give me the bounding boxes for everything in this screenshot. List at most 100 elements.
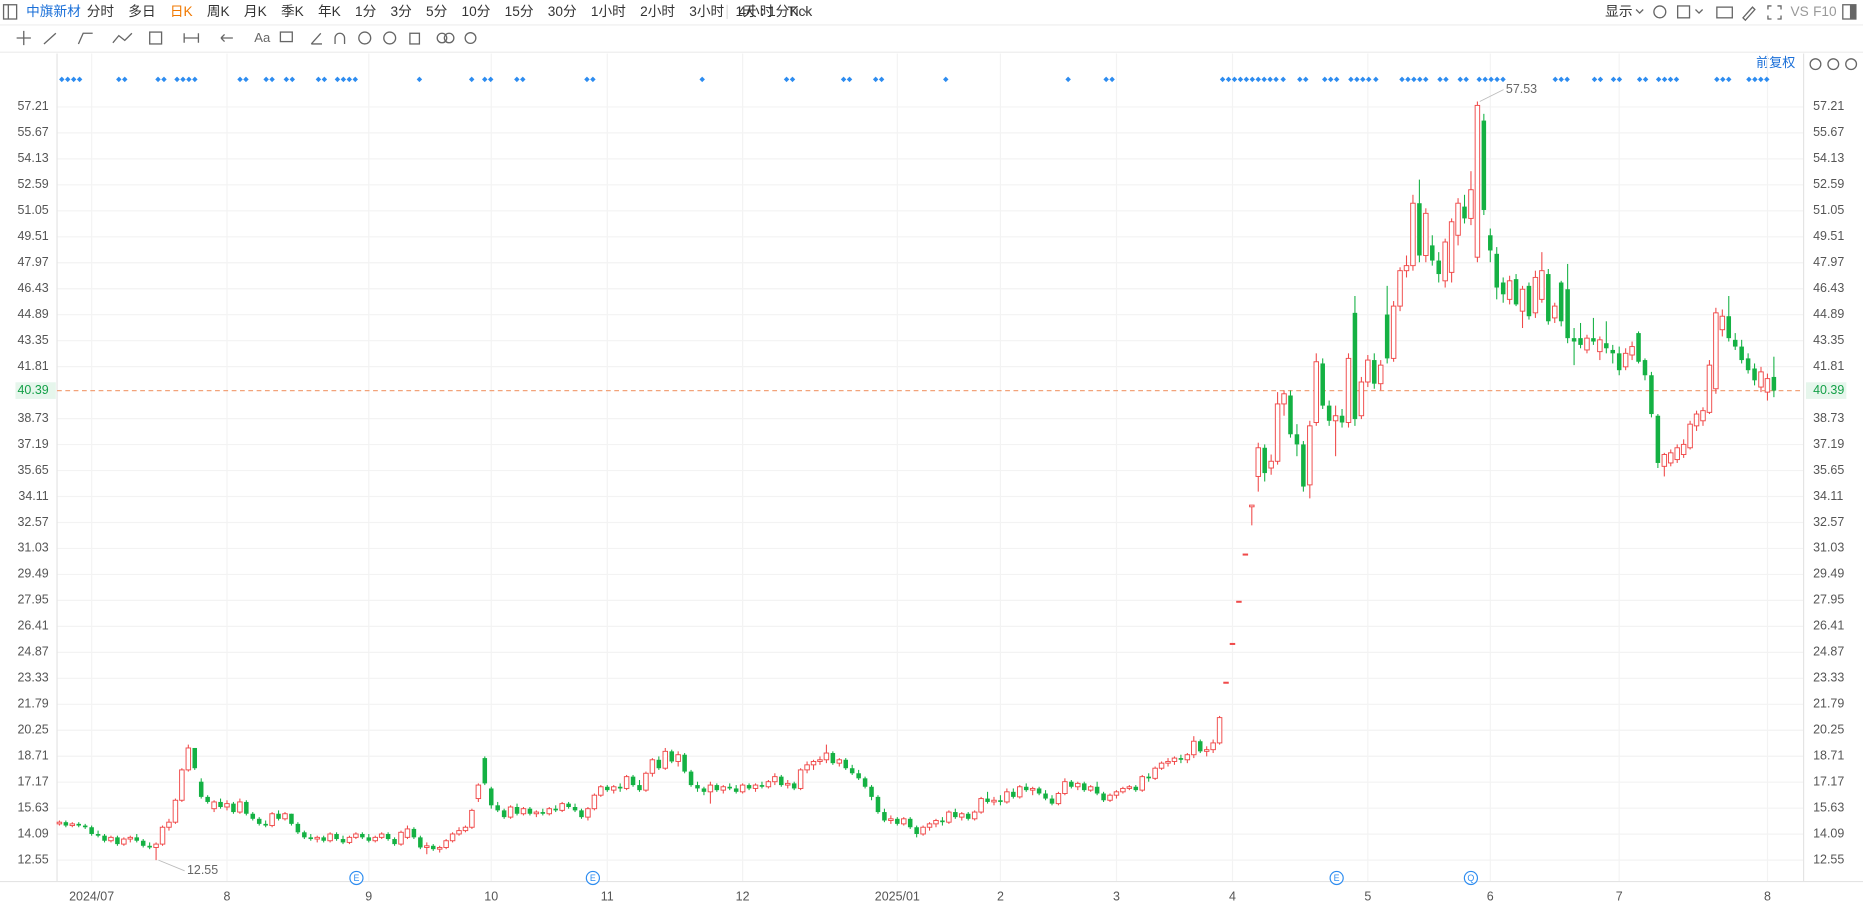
reset-icon[interactable] bbox=[1809, 58, 1822, 71]
delete-tool[interactable] bbox=[409, 32, 421, 45]
candle-body bbox=[701, 788, 707, 792]
display-menu[interactable]: 显示 bbox=[1605, 4, 1632, 19]
candle-body bbox=[1384, 314, 1390, 359]
candle-body bbox=[1146, 776, 1151, 779]
last-price-label-right: 40.39 bbox=[1813, 383, 1844, 397]
hide-tool[interactable] bbox=[383, 31, 397, 45]
event-badge-label: E bbox=[590, 873, 596, 883]
period-tab[interactable]: 月K bbox=[244, 4, 267, 19]
line-tool[interactable] bbox=[43, 32, 57, 45]
period-tab[interactable]: 3分 bbox=[391, 4, 413, 19]
settings-icon[interactable] bbox=[1653, 5, 1667, 19]
period-tab[interactable]: 10分 bbox=[462, 4, 491, 19]
candle-body bbox=[308, 837, 314, 840]
candle-body bbox=[1732, 339, 1738, 347]
x-tick-label: 2 bbox=[997, 889, 1004, 903]
period-tab[interactable]: 1小时 bbox=[591, 4, 626, 19]
pencil-icon[interactable] bbox=[1742, 6, 1756, 22]
candle-body bbox=[849, 768, 855, 774]
candle-body bbox=[1255, 447, 1261, 477]
period-tab[interactable]: 年K bbox=[318, 4, 341, 19]
f10[interactable]: F10 bbox=[1813, 4, 1837, 19]
candle-body bbox=[1455, 202, 1461, 236]
y-tick-label: 54.13 bbox=[18, 151, 49, 165]
interval-select[interactable]: 1天 : 1分K bbox=[735, 4, 798, 19]
candle-body bbox=[1616, 353, 1622, 371]
sidebar-icon[interactable] bbox=[2, 4, 18, 20]
angle-tool[interactable] bbox=[310, 32, 322, 45]
candle-body bbox=[727, 786, 732, 789]
candle-body bbox=[1629, 346, 1635, 356]
candle-body bbox=[649, 759, 656, 774]
candle-body bbox=[1474, 104, 1481, 258]
candle-body bbox=[1403, 265, 1410, 272]
period-tab[interactable]: 3小时 bbox=[689, 4, 724, 19]
compare[interactable]: VS bbox=[1791, 4, 1809, 19]
zoom-in-icon[interactable] bbox=[1845, 58, 1858, 71]
tool-settings[interactable] bbox=[464, 32, 477, 45]
candle-body bbox=[1610, 349, 1616, 354]
candle-body bbox=[1649, 375, 1654, 415]
candle-body bbox=[856, 773, 861, 779]
adjustment-mode[interactable]: 前复权 bbox=[1756, 55, 1795, 70]
period-tab[interactable]: 1分 bbox=[355, 4, 377, 19]
candle-body bbox=[172, 799, 179, 823]
period-tab[interactable]: 分时 bbox=[87, 4, 115, 19]
candle-body bbox=[108, 836, 114, 842]
candle-body bbox=[443, 840, 449, 848]
period-tab[interactable]: 5分 bbox=[426, 4, 448, 19]
period-tab[interactable]: 多日 bbox=[128, 3, 155, 19]
text-tool[interactable]: Aa bbox=[254, 30, 271, 45]
zoom-out-icon[interactable] bbox=[1827, 58, 1840, 71]
period-tab[interactable]: Tick bbox=[788, 4, 813, 19]
event-marker bbox=[1405, 76, 1411, 83]
period-tab[interactable]: 2小时 bbox=[640, 4, 675, 19]
move-tool[interactable] bbox=[16, 30, 31, 46]
period-tab[interactable]: 15分 bbox=[505, 4, 534, 19]
magnet-tool[interactable] bbox=[334, 32, 346, 44]
y-tick-label: 41.81 bbox=[18, 359, 49, 373]
y-tick-label-right: 38.73 bbox=[1813, 411, 1844, 425]
candle-body bbox=[1107, 794, 1113, 801]
fib-tool[interactable] bbox=[149, 31, 163, 45]
camera-icon[interactable] bbox=[1716, 6, 1733, 19]
candle-body bbox=[1294, 434, 1300, 445]
candle-body bbox=[127, 836, 134, 840]
candle-body bbox=[643, 772, 649, 791]
candle-body bbox=[1448, 221, 1455, 273]
pattern-tool[interactable] bbox=[112, 32, 133, 44]
symbol[interactable]: 中旗新材 bbox=[26, 4, 81, 19]
note-tool[interactable] bbox=[279, 31, 293, 43]
measure-tool[interactable] bbox=[183, 33, 200, 43]
candle-body bbox=[237, 801, 243, 813]
candle-body bbox=[1558, 282, 1564, 322]
candle-body bbox=[1249, 504, 1255, 508]
period-tab[interactable]: 30分 bbox=[548, 4, 577, 19]
arrow-tool[interactable] bbox=[220, 33, 233, 43]
candle-body bbox=[579, 810, 584, 818]
candle-body bbox=[166, 821, 172, 828]
candle-body bbox=[662, 750, 669, 769]
channel-tool[interactable] bbox=[77, 32, 93, 45]
candle-body bbox=[675, 754, 681, 762]
y-tick-label: 49.51 bbox=[18, 229, 49, 243]
candle-body bbox=[707, 784, 714, 793]
period-tab[interactable]: 4小时 bbox=[738, 4, 773, 19]
candle-body bbox=[739, 784, 746, 793]
candle-body bbox=[1700, 410, 1706, 422]
period-tab[interactable]: 周K bbox=[207, 4, 230, 19]
candle-body bbox=[953, 812, 958, 818]
candle-body bbox=[1165, 760, 1171, 764]
candle-body bbox=[1094, 786, 1100, 794]
period-tab[interactable]: 季K bbox=[281, 4, 304, 19]
candle-body bbox=[82, 825, 88, 828]
candle-body bbox=[1752, 368, 1757, 381]
candle-body bbox=[1017, 786, 1023, 798]
period-tab[interactable]: 日K bbox=[170, 4, 193, 19]
compare-tool[interactable] bbox=[436, 32, 448, 44]
candle-body bbox=[366, 837, 372, 841]
lock-tool[interactable] bbox=[358, 31, 372, 45]
fullscreen-icon[interactable] bbox=[1767, 5, 1782, 20]
candle-body bbox=[1029, 787, 1036, 791]
layout-icon[interactable] bbox=[1676, 5, 1691, 19]
